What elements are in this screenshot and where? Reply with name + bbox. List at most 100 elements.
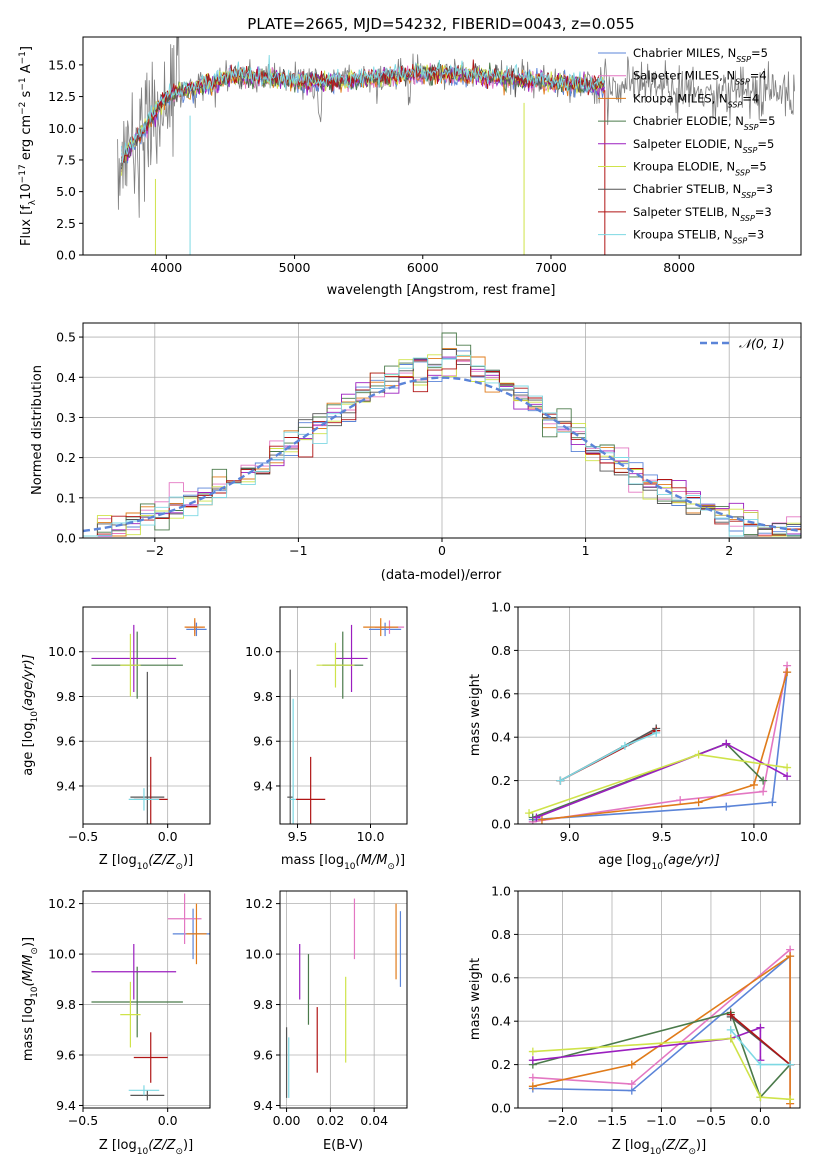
- spectrum-ylabel-part: ]: [19, 46, 34, 51]
- z_mass-marks: [91, 893, 210, 1101]
- legend-n-sub: SSP: [741, 191, 756, 200]
- residuals-ytick-label: 0.1: [56, 490, 76, 505]
- ebv_mass-frame: [279, 890, 408, 1109]
- z-mass-xlabel-part: (Z/Z: [148, 1138, 176, 1153]
- residuals-plot: −2 −1 0 1 2 0.0 0.1 0.2 0.3 0.4 0.5 (data-model)/er…: [30, 322, 802, 583]
- spectrum-ylabel-part: 10: [19, 183, 34, 200]
- spectrum-ytick-label: 10.0: [48, 121, 76, 136]
- errorbar-point: [128, 788, 160, 811]
- spectrum-ylabel-part: λ: [28, 199, 38, 205]
- z-weight-xlabel-part: 10: [650, 1147, 662, 1157]
- spectrum-xtick-label: 4000: [150, 260, 182, 275]
- legend-n-prefix: N: [728, 46, 737, 60]
- errorbar-point: [287, 669, 294, 824]
- legend-entry: Chabrier STELIB, NSSP=3: [633, 182, 773, 200]
- spectrum-marks: [117, 37, 795, 255]
- legend-model: Salpeter MILES,: [633, 69, 726, 83]
- z-age-xlabel-part: (Z/Z: [148, 853, 176, 868]
- weight-marker: [694, 750, 703, 759]
- z_age-frame: [82, 606, 211, 825]
- legend-n-sub: SSP: [728, 100, 743, 109]
- z_weight-ytick-label: 0.2: [491, 1057, 511, 1072]
- z_mass-ytick-label: 9.6: [56, 1048, 76, 1063]
- z-mass-ylabel-part: )]: [21, 937, 36, 947]
- weight-marker: [759, 787, 768, 796]
- age_weight-plot: 9.0 9.5 10.0 0.0 0.2 0.4 0.6 0.8 1.0 age [log10(a…: [468, 600, 801, 872]
- weight-marker: [756, 1093, 765, 1102]
- z-age-ylabel: age [log10(age/yr)]: [21, 654, 40, 776]
- weight-marker: [786, 952, 795, 961]
- weight-marker: [722, 739, 731, 748]
- plots-layer: 4000 5000 6000 7000 80000.02.55.07.510.012.5…: [18, 36, 802, 1157]
- z_weight-xtick-label: 0.0: [750, 1113, 770, 1128]
- z_mass-frame: [82, 890, 211, 1109]
- ebv-mass-xlabel: E(B-V): [323, 1138, 363, 1153]
- spectrum-ytick-label: 15.0: [48, 57, 76, 72]
- legend-n-sub: SSP: [735, 77, 750, 86]
- weight-marker: [783, 668, 792, 677]
- weight-marker: [528, 1082, 537, 1091]
- weight-marker: [749, 780, 758, 789]
- weight-line-salpeter-stelib: [730, 1014, 791, 1066]
- z-weight-xlabel: Z [log10(Z/Z⊙)]: [612, 1138, 706, 1157]
- age-weight-xlabel-part: 10: [651, 862, 663, 872]
- ebv_mass-ytick-label: 9.8: [253, 997, 273, 1012]
- mass_age-ytick-label: 9.4: [253, 778, 273, 793]
- errorbar-point: [91, 966, 183, 1038]
- errorbar-point: [335, 624, 368, 693]
- legend-n-sub: SSP: [736, 55, 751, 64]
- residuals-xtick-label: −1: [289, 543, 307, 558]
- figure-title: PLATE=2665, MJD=54232, FIBERID=0043, z=0…: [247, 15, 634, 33]
- z_mass-xtick-label: 0.0: [158, 1113, 178, 1128]
- spectrum-plot: 4000 5000 6000 7000 8000 0.0 2.5 5.0 7.5 10.0 12.5…: [18, 36, 802, 298]
- legend-model: Chabrier ELODIE,: [633, 114, 735, 128]
- legend-model: Salpeter ELODIE,: [633, 137, 734, 151]
- z_weight-ytick-label: 0.6: [491, 970, 511, 985]
- legend-n-value: =3: [747, 228, 764, 242]
- legend-n-sub: SSP: [743, 145, 758, 154]
- spectrum-ytick-label: 2.5: [56, 216, 76, 231]
- spectrum-xlabel-part: wavelength [Angstrom, rest frame]: [327, 283, 556, 298]
- legend-n-sub: SSP: [744, 123, 759, 132]
- errorbar-point: [130, 1090, 165, 1101]
- spectrum-ytick-label: 7.5: [56, 152, 76, 167]
- z-weight-xlabel-part: ⊙: [688, 1147, 696, 1157]
- residuals-ylabel: Normed distribution: [30, 365, 45, 495]
- errorbar-point: [91, 943, 177, 1000]
- errorbar-point: [128, 1085, 160, 1096]
- z_weight-xtick-label: −0.5: [696, 1113, 726, 1128]
- mass-age-xlabel-part: )]: [395, 853, 405, 868]
- mass-age-xlabel-part: ⊙: [387, 862, 395, 872]
- age-weight-xlabel-part: (age/yr)]: [663, 853, 720, 868]
- residuals-ytick-label: 0.2: [56, 450, 76, 465]
- z_weight-xtick-label: −1.0: [646, 1113, 676, 1128]
- z-age-xlabel: Z [log10(Z/Z⊙)]: [99, 853, 193, 872]
- weight-marker: [786, 1060, 795, 1069]
- mass_age-ytick-label: 10.0: [245, 644, 273, 659]
- errorbar-point: [296, 756, 326, 824]
- ebv_mass-ytick-label: 10.2: [245, 896, 273, 911]
- model-fit-line-kroupa-stelib: [121, 54, 606, 163]
- ebv_mass-xtick-label: 0.02: [316, 1113, 344, 1128]
- legend-n-value: =5: [757, 137, 774, 151]
- z_mass-ytick-label: 10.2: [48, 896, 76, 911]
- weight-marker: [783, 772, 792, 781]
- ebv_mass-ytick-label: 9.6: [253, 1048, 273, 1063]
- mass_age-plot: 9.5 10.0 9.4 9.6 9.8 10.0 mass [log10(M/M⊙)]: [245, 606, 408, 872]
- mass-age-xlabel: mass [log10(M/M⊙)]: [281, 853, 405, 872]
- z_age-ytick-label: 10.0: [48, 644, 76, 659]
- z-age-xlabel-part: )]: [183, 853, 193, 868]
- age-weight-ylabel-part: mass weight: [468, 674, 483, 756]
- age_weight-xtick-label: 9.5: [652, 829, 672, 844]
- z_age-xtick-label: −0.5: [68, 829, 98, 844]
- legend-n-value: =5: [751, 46, 768, 60]
- gaussian-reference-line: [83, 376, 799, 533]
- z_age-plot: −0.5 0.09.49.69.810.0Z [log10(Z/Z⊙)]age […: [21, 606, 211, 872]
- legend-n-value: =4: [750, 69, 767, 83]
- z_age-ytick-label: 9.8: [56, 689, 76, 704]
- weight-marker: [726, 1010, 735, 1019]
- weight-marker: [525, 809, 534, 818]
- mass-age-xlabel-part: 10: [344, 862, 356, 872]
- legend-entry: Kroupa STELIB, NSSP=3: [633, 228, 764, 246]
